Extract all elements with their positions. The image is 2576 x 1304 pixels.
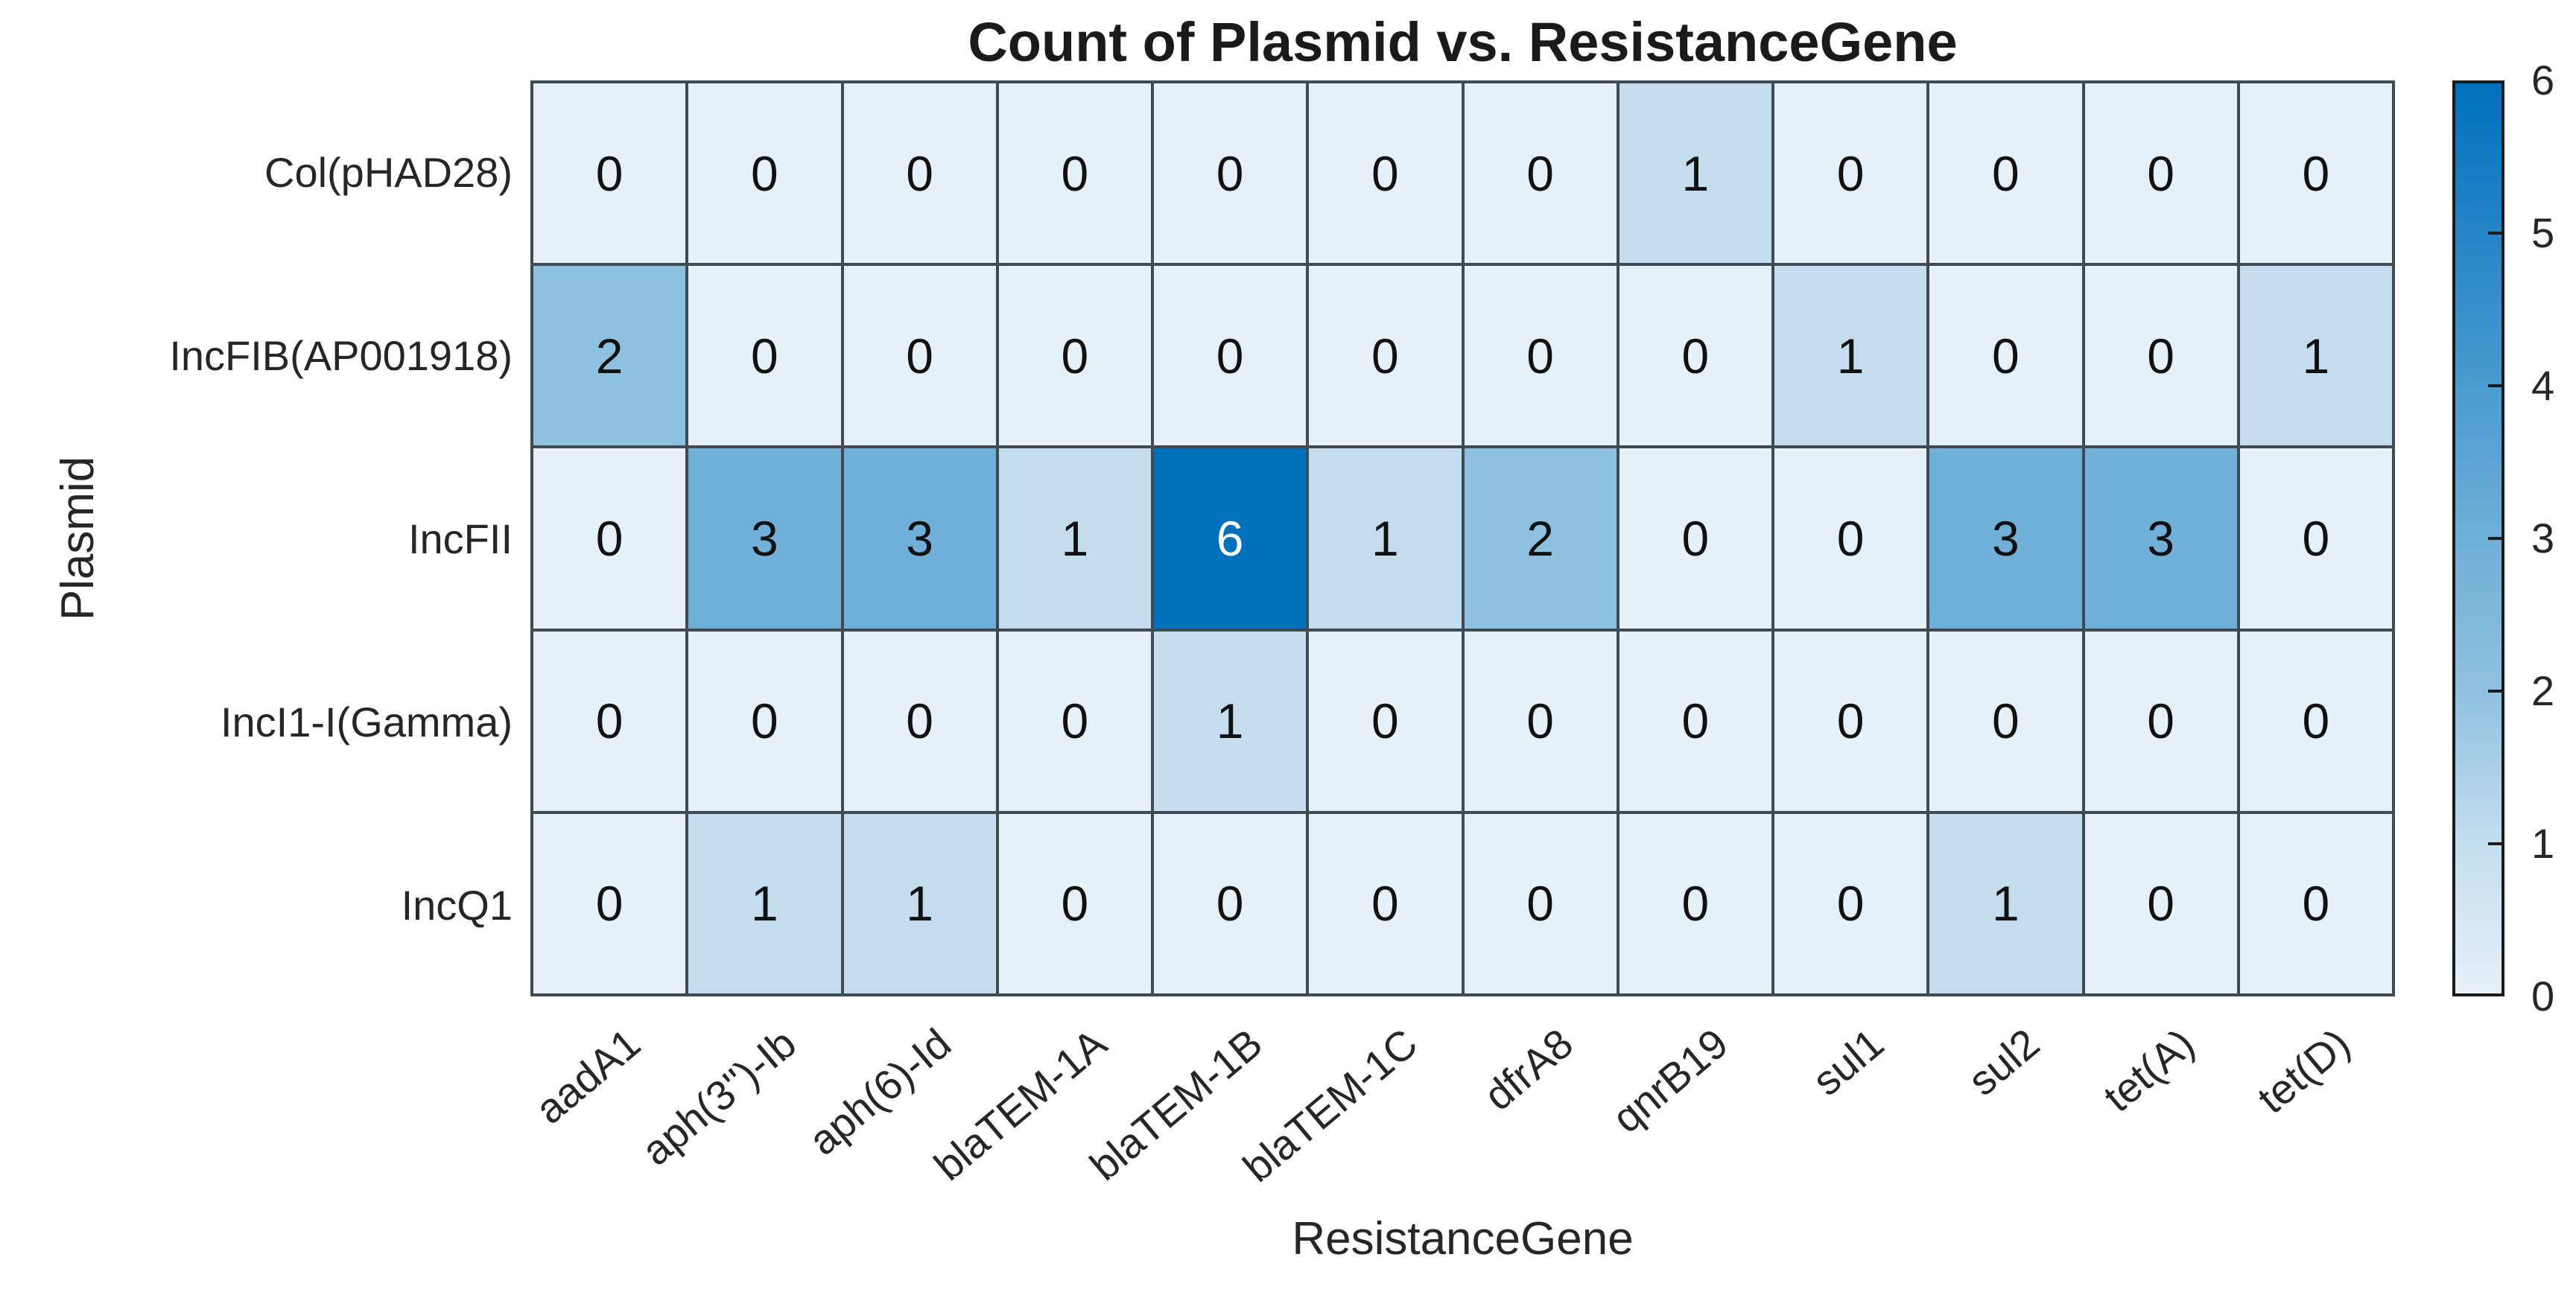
heatmap-cell: 0 — [688, 266, 841, 446]
x-tick-label: tet(D) — [2248, 1019, 2358, 1123]
heatmap-cell: 0 — [2084, 266, 2237, 446]
heatmap-cell: 2 — [1464, 448, 1617, 629]
heatmap-cell: 0 — [1309, 631, 1462, 811]
heatmap-cell: 0 — [1619, 631, 1771, 811]
heatmap-cell: 0 — [533, 631, 686, 811]
y-tick-label: Col(pHAD28) — [264, 148, 513, 196]
heatmap-cell: 0 — [533, 83, 686, 264]
heatmap-cell: 0 — [533, 813, 686, 993]
heatmap-cell: 0 — [1774, 631, 1927, 811]
heatmap-cell: 1 — [1929, 813, 2082, 993]
heatmap-cell: 0 — [1929, 631, 2082, 811]
heatmap-cell: 0 — [843, 83, 996, 264]
x-tick-label: qnrB19 — [1603, 1019, 1737, 1142]
x-tick-label: aph(3'')-Ib — [632, 1019, 805, 1174]
heatmap-cell: 3 — [843, 448, 996, 629]
x-axis-title: ResistanceGene — [1292, 1213, 1634, 1265]
y-axis-title: Plasmid — [51, 456, 104, 621]
heatmap-cell: 3 — [688, 448, 841, 629]
heatmap-cell: 0 — [533, 448, 686, 629]
heatmap-cell: 0 — [998, 83, 1151, 264]
heatmap-cell: 0 — [1154, 266, 1307, 446]
x-axis-tick-labels: aadA1 aph(3'')-Ib aph(6)-Id blaTEM-1A blaTEM… — [527, 1013, 2395, 1236]
heatmap-cell: 1 — [688, 813, 841, 993]
heatmap-cell: 0 — [1309, 266, 1462, 446]
heatmap-cell: 0 — [1774, 813, 1927, 993]
heatmap-cell: 0 — [1619, 813, 1771, 993]
heatmap-cell: 0 — [1464, 813, 1617, 993]
x-tick-label: blaTEM-1C — [1234, 1019, 1427, 1192]
colorbar-tick-mark — [2488, 690, 2502, 693]
x-tick-label: dfrA8 — [1474, 1019, 1582, 1120]
y-tick-label: IncFIB(AP001918) — [169, 331, 513, 379]
x-tick-label: sul2 — [1958, 1019, 2048, 1105]
heatmap-cell: 1 — [843, 813, 996, 993]
heatmap-cell: 0 — [2239, 448, 2392, 629]
heatmap-cell: 0 — [1464, 631, 1617, 811]
heatmap-cell: 0 — [843, 631, 996, 811]
colorbar-tick-mark — [2488, 537, 2502, 540]
heatmap-cell: 0 — [1309, 813, 1462, 993]
colorbar-tick-label: 0 — [2531, 973, 2555, 1020]
colorbar-tick-mark — [2488, 384, 2502, 387]
heatmap-cell: 0 — [1154, 83, 1307, 264]
heatmap-cell: 0 — [1929, 83, 2082, 264]
heatmap-cell: 0 — [688, 631, 841, 811]
colorbar-tick-label: 2 — [2531, 667, 2555, 714]
heatmap-cell: 0 — [1929, 266, 2082, 446]
heatmap-cell: 3 — [1929, 448, 2082, 629]
x-tick-label: sul1 — [1803, 1019, 1893, 1105]
heatmap-cell: 0 — [2084, 813, 2237, 993]
colorbar-tick-mark — [2488, 842, 2502, 845]
heatmap-cell: 0 — [2239, 813, 2392, 993]
heatmap-cell: 0 — [1619, 448, 1771, 629]
x-tick-label: tet(A) — [2094, 1019, 2204, 1122]
heatmap-cell: 0 — [1619, 266, 1771, 446]
colorbar-tick-label: 4 — [2531, 362, 2555, 409]
heatmap-cell: 1 — [1309, 448, 1462, 629]
heatmap-cell: 0 — [1309, 83, 1462, 264]
heatmap-cell: 0 — [2239, 631, 2392, 811]
heatmap-cell: 0 — [2084, 83, 2237, 264]
heatmap-cell: 1 — [1774, 266, 1927, 446]
heatmap-cell: 0 — [2084, 631, 2237, 811]
heatmap-cell: 0 — [1464, 266, 1617, 446]
heatmap-cell: 1 — [998, 448, 1151, 629]
heatmap-cell: 0 — [998, 631, 1151, 811]
heatmap-cell: 6 — [1154, 448, 1307, 629]
heatmap-cell: 0 — [1154, 813, 1307, 993]
heatmap-cell: 0 — [1774, 448, 1927, 629]
y-tick-label: IncQ1 — [401, 881, 513, 929]
y-axis-tick-labels: Col(pHAD28) IncFIB(AP001918) IncFII IncI1-I… — [0, 80, 513, 996]
heatmap-cell: 0 — [1774, 83, 1927, 264]
heatmap-cell: 1 — [1619, 83, 1771, 264]
x-tick-label: blaTEM-1A — [925, 1019, 1116, 1190]
heatmap-cell: 1 — [2239, 266, 2392, 446]
colorbar-tick-label: 3 — [2531, 515, 2555, 562]
colorbar-tick-label: 1 — [2531, 820, 2555, 867]
x-tick-label: aadA1 — [526, 1019, 650, 1133]
heatmap-cell: 1 — [1154, 631, 1307, 811]
heatmap-cell: 0 — [688, 83, 841, 264]
heatmap-cell: 0 — [843, 266, 996, 446]
y-tick-label: IncFII — [407, 515, 513, 562]
chart-title: Count of Plasmid vs. ResistanceGene — [968, 11, 1958, 73]
y-tick-label: IncI1-I(Gamma) — [220, 698, 513, 745]
heatmap-cell: 0 — [998, 813, 1151, 993]
colorbar-tick-label: 6 — [2531, 57, 2555, 104]
heatmap-cell: 0 — [998, 266, 1151, 446]
colorbar-tick-label: 5 — [2531, 209, 2555, 256]
heatmap-cell: 0 — [2239, 83, 2392, 264]
colorbar-tick-mark — [2488, 232, 2502, 235]
heatmap-cell: 3 — [2084, 448, 2237, 629]
heatmap-cell: 0 — [1464, 83, 1617, 264]
heatmap-cell: 2 — [533, 266, 686, 446]
